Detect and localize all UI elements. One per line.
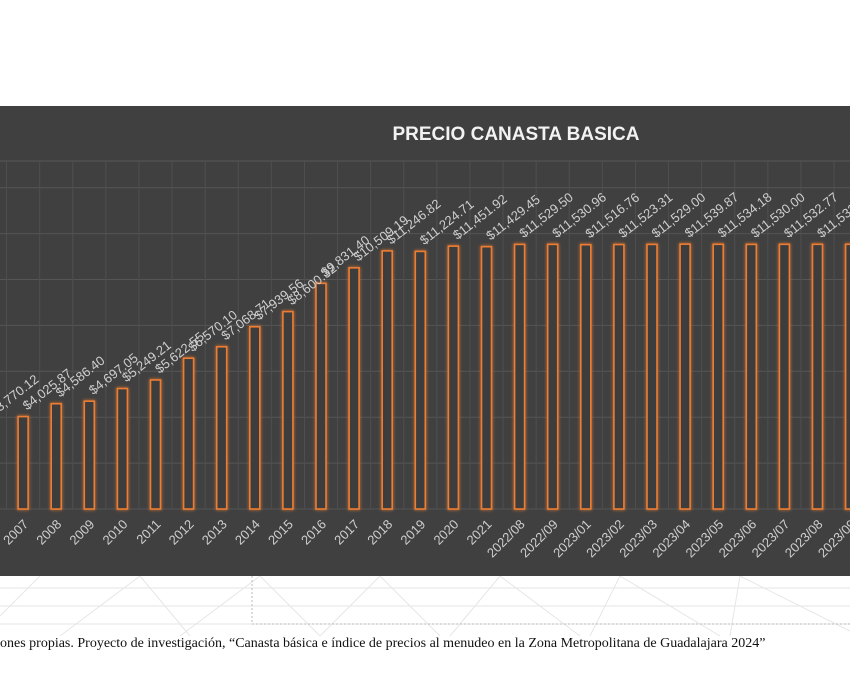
bar-2016 xyxy=(315,282,327,510)
bar-2023/01 xyxy=(579,243,592,510)
x-tick-label: 2020 xyxy=(430,517,461,548)
x-tick-label: 2012 xyxy=(166,517,197,548)
x-tick-label: 2014 xyxy=(232,517,263,548)
x-axis-labels: 2006200720082009201020112012201320142015… xyxy=(0,517,850,561)
bar-2018 xyxy=(381,250,394,510)
x-tick-label: 2015 xyxy=(265,517,296,548)
bar-2011 xyxy=(149,379,162,510)
bar-2017 xyxy=(348,267,360,510)
x-tick-label: 2007 xyxy=(0,517,31,548)
bar-2023/08 xyxy=(811,243,824,510)
bars xyxy=(17,243,850,510)
x-tick-label: 2009 xyxy=(66,517,97,548)
source-note: ones propias. Proyecto de investigación,… xyxy=(0,636,766,651)
bar-2023/09 xyxy=(844,243,850,510)
x-tick-label: 2010 xyxy=(99,517,130,548)
x-tick-label: 2011 xyxy=(133,517,163,547)
gridlines xyxy=(0,160,850,510)
bar-2023/04 xyxy=(679,243,691,510)
bar-2020 xyxy=(447,245,460,510)
bar-2008 xyxy=(50,402,63,510)
chart-panel: PRECIO CANASTA BASICA $3,770.12 $4,025.87… xyxy=(0,106,850,576)
bar-2010 xyxy=(116,387,129,510)
bar-2022/09 xyxy=(546,243,559,510)
bar-2009 xyxy=(83,400,96,510)
bar-2019 xyxy=(414,250,427,510)
x-tick-label: 2016 xyxy=(298,517,329,548)
bar-2007 xyxy=(17,415,29,510)
x-tick-label: 2018 xyxy=(364,517,395,548)
bar-2023/02 xyxy=(613,243,625,510)
x-tick-label: 2019 xyxy=(397,517,428,548)
bar-2023/03 xyxy=(646,243,658,510)
bar-2023/06 xyxy=(745,243,758,510)
bar-2013 xyxy=(215,345,228,510)
x-tick-label: 2017 xyxy=(331,517,362,548)
bar-2012 xyxy=(182,357,195,510)
bar-2015 xyxy=(282,310,294,510)
bar-2023/05 xyxy=(712,243,725,510)
bar-2014 xyxy=(249,325,261,510)
bar-2021 xyxy=(480,245,493,510)
x-tick-label: 2008 xyxy=(33,517,64,548)
bar-chart: PRECIO CANASTA BASICA $3,770.12$4,025.87… xyxy=(0,124,850,561)
chart-title: PRECIO CANASTA BASICA xyxy=(392,124,639,145)
x-tick-label: 2013 xyxy=(199,517,230,548)
below-chart-grid xyxy=(0,575,850,637)
bar-2022/08 xyxy=(513,243,526,510)
bar-2023/07 xyxy=(778,243,791,510)
